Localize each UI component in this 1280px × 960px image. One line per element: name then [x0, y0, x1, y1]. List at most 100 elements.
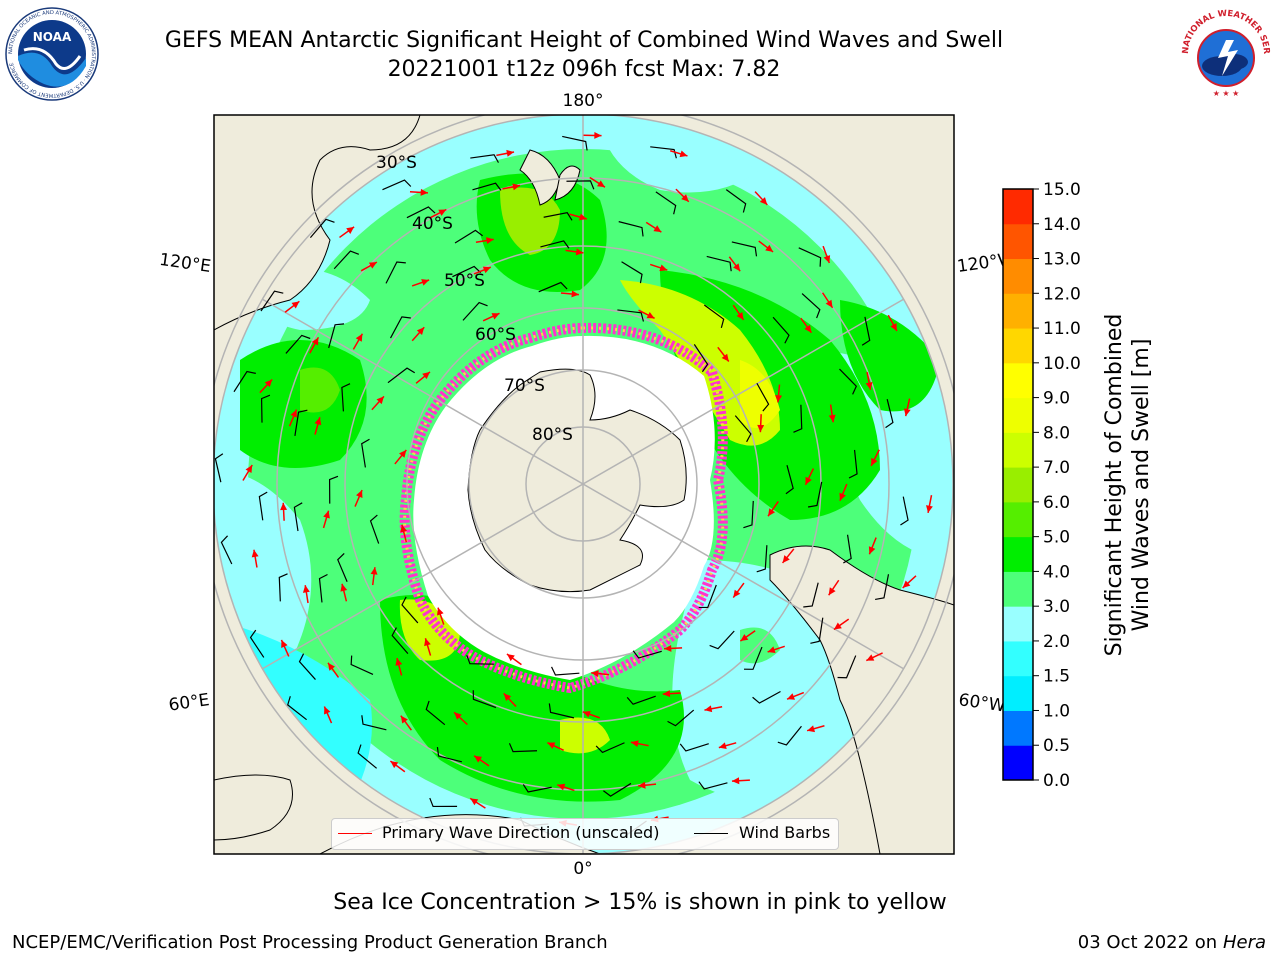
- wave-arrow-head: [733, 589, 741, 598]
- colorbar-tick-label: 1.0: [1043, 701, 1070, 721]
- wave-arrow-head: [400, 715, 408, 724]
- colorbar-tick-label: 15.0: [1043, 180, 1081, 200]
- wave-arrow-head: [828, 587, 836, 596]
- wave-arrow-head: [421, 279, 430, 286]
- wind-barb: [626, 695, 656, 705]
- wind-barb: [667, 709, 695, 727]
- colorbar-tick-label: 2.0: [1043, 632, 1070, 652]
- wind-legend-label: Wind Barbs: [739, 823, 831, 842]
- wave-arrow-head: [424, 638, 431, 647]
- colorbar-cell: [1003, 293, 1033, 329]
- colorbar-cell: [1003, 328, 1033, 364]
- wind-barb: [837, 655, 857, 679]
- wind-barb: [706, 255, 732, 272]
- wind-barb: [470, 154, 499, 163]
- wave-arrow-head: [245, 465, 253, 474]
- wind-barb: [401, 596, 419, 624]
- wave-arrow-head: [765, 244, 774, 252]
- wind-barb: [389, 316, 411, 339]
- wave-arrow-head: [290, 409, 297, 418]
- colorbar-cell: [1003, 432, 1033, 468]
- wind-barb: [731, 241, 758, 257]
- wave-arrow-head: [376, 396, 384, 405]
- wave-arrow-head: [768, 508, 776, 517]
- wave-arrow-head: [571, 290, 579, 298]
- wind-barb: [900, 496, 909, 526]
- wave-arrow-head: [871, 457, 878, 466]
- machine-name: Hera: [1222, 932, 1266, 953]
- noaa-logo: NATIONAL OCEANIC AND ATMOSPHERIC ADMINIS…: [5, 7, 99, 101]
- wave-arrow-head: [390, 761, 399, 769]
- wave-arrow-head: [823, 255, 831, 264]
- noaa-logo-text: NOAA: [33, 30, 72, 44]
- wave-wind-vectors: [214, 131, 933, 836]
- wave-arrow-head: [323, 510, 330, 519]
- wave-legend-swatch: [338, 833, 372, 834]
- colorbar-cell: [1003, 745, 1033, 781]
- wave-arrow-head: [775, 394, 783, 403]
- colorbar-tick-label: 0.5: [1043, 736, 1070, 756]
- lat-label-80s: 80°S: [532, 425, 573, 445]
- wind-barb: [214, 453, 224, 483]
- wave-arrow-head: [557, 783, 566, 791]
- wind-barb: [756, 545, 768, 573]
- colorbar-title: Significant Height of Combined Wind Wave…: [1101, 285, 1155, 685]
- colorbar: 0.0 0.5 1.0 1.5 2.0 3.0 4.0 5.0 6.0 7.0 8.0 9.0 10.0…: [1002, 180, 1081, 790]
- wave-arrow-head: [356, 489, 363, 498]
- wave-arrow-head: [281, 639, 288, 648]
- wave-arrow-head: [731, 777, 740, 785]
- wind-barb: [382, 179, 412, 191]
- wave-arrow-head: [865, 382, 873, 390]
- wind-barb: [406, 206, 436, 219]
- wind-barb: [454, 229, 483, 244]
- wave-arrow-head: [302, 585, 310, 593]
- wind-barb: [361, 438, 370, 468]
- wave-arrow-head: [470, 798, 479, 806]
- wind-barb: [361, 715, 387, 731]
- wind-barb: [793, 404, 803, 433]
- colorbar-tick-label: 8.0: [1043, 423, 1070, 443]
- wave-arrow-head: [512, 183, 521, 191]
- wind-barb: [298, 653, 316, 680]
- wind-barb: [551, 666, 580, 676]
- wind-barb: [772, 316, 790, 344]
- wind-barb: [337, 552, 348, 583]
- wind-barb: [425, 700, 446, 726]
- wind-barb: [233, 370, 256, 393]
- colorbar-tick-label: 1.5: [1043, 667, 1070, 687]
- graticule: [214, 115, 954, 854]
- colorbar-tick-label: 11.0: [1043, 319, 1081, 339]
- colorbar-cell: [1003, 362, 1033, 399]
- wave-arrow-head: [486, 237, 494, 244]
- wave-arrow-head: [718, 742, 727, 750]
- colorbar-tick-label: 12.0: [1043, 284, 1081, 304]
- wave-arrow-head: [902, 580, 911, 588]
- wave-arrow-head: [582, 710, 591, 718]
- colorbar-cell: [1003, 501, 1033, 538]
- wave-arrow-head: [355, 333, 363, 342]
- wave-arrow-head: [767, 646, 776, 654]
- wave-arrow-head: [438, 209, 447, 216]
- lon-label-0: 0°: [573, 859, 592, 879]
- wave-arrow-head: [340, 583, 348, 592]
- wave-arrow-head: [825, 299, 833, 308]
- wind-barb: [466, 655, 494, 665]
- colorbar-tick-label: 9.0: [1043, 389, 1070, 409]
- colorbar-cell: [1003, 189, 1033, 225]
- wave-arrow-head: [368, 262, 377, 269]
- colorbar-tick-label: 5.0: [1043, 528, 1070, 548]
- wind-barb: [293, 502, 303, 532]
- wave-arrow-head: [437, 607, 444, 616]
- wind-barb: [875, 574, 890, 601]
- wind-barb: [357, 744, 378, 769]
- wind-barb: [709, 630, 735, 650]
- colorbar-tick-label: 10.0: [1043, 354, 1081, 374]
- nws-logo: NATIONAL WEATHER SERVICE ★ ★ ★: [1178, 6, 1272, 100]
- wind-barb: [848, 449, 858, 479]
- wind-barb: [391, 627, 409, 655]
- wind-legend-swatch: [694, 833, 728, 834]
- wave-arrow-head: [422, 371, 430, 380]
- credit-line: NCEP/EMC/Verification Post Processing Pr…: [12, 932, 608, 953]
- wave-arrow-head: [591, 670, 599, 678]
- colorbar-cell: [1003, 571, 1033, 607]
